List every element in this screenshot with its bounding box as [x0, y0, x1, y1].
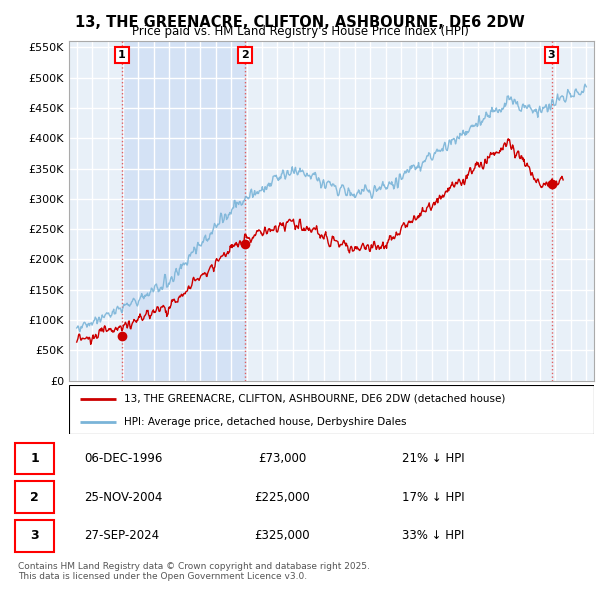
Text: 06-DEC-1996: 06-DEC-1996: [84, 452, 163, 465]
Text: 3: 3: [548, 50, 556, 60]
Text: 21% ↓ HPI: 21% ↓ HPI: [402, 452, 464, 465]
Text: 33% ↓ HPI: 33% ↓ HPI: [402, 529, 464, 542]
Text: 27-SEP-2024: 27-SEP-2024: [84, 529, 159, 542]
FancyBboxPatch shape: [15, 442, 54, 474]
FancyBboxPatch shape: [15, 481, 54, 513]
Text: 1: 1: [31, 452, 39, 465]
Text: 25-NOV-2004: 25-NOV-2004: [84, 490, 163, 504]
Text: £73,000: £73,000: [258, 452, 306, 465]
FancyBboxPatch shape: [69, 385, 594, 434]
Text: 3: 3: [31, 529, 39, 542]
Text: £325,000: £325,000: [254, 529, 310, 542]
FancyBboxPatch shape: [15, 520, 54, 552]
Text: 2: 2: [31, 490, 39, 504]
Text: 13, THE GREENACRE, CLIFTON, ASHBOURNE, DE6 2DW (detached house): 13, THE GREENACRE, CLIFTON, ASHBOURNE, D…: [124, 394, 505, 404]
Text: 17% ↓ HPI: 17% ↓ HPI: [402, 490, 464, 504]
Text: Price paid vs. HM Land Registry's House Price Index (HPI): Price paid vs. HM Land Registry's House …: [131, 25, 469, 38]
Text: £225,000: £225,000: [254, 490, 310, 504]
Text: Contains HM Land Registry data © Crown copyright and database right 2025.
This d: Contains HM Land Registry data © Crown c…: [18, 562, 370, 581]
Text: 13, THE GREENACRE, CLIFTON, ASHBOURNE, DE6 2DW: 13, THE GREENACRE, CLIFTON, ASHBOURNE, D…: [75, 15, 525, 30]
Text: HPI: Average price, detached house, Derbyshire Dales: HPI: Average price, detached house, Derb…: [124, 417, 407, 427]
Text: 2: 2: [241, 50, 249, 60]
Text: 1: 1: [118, 50, 126, 60]
Bar: [122, 41, 245, 381]
